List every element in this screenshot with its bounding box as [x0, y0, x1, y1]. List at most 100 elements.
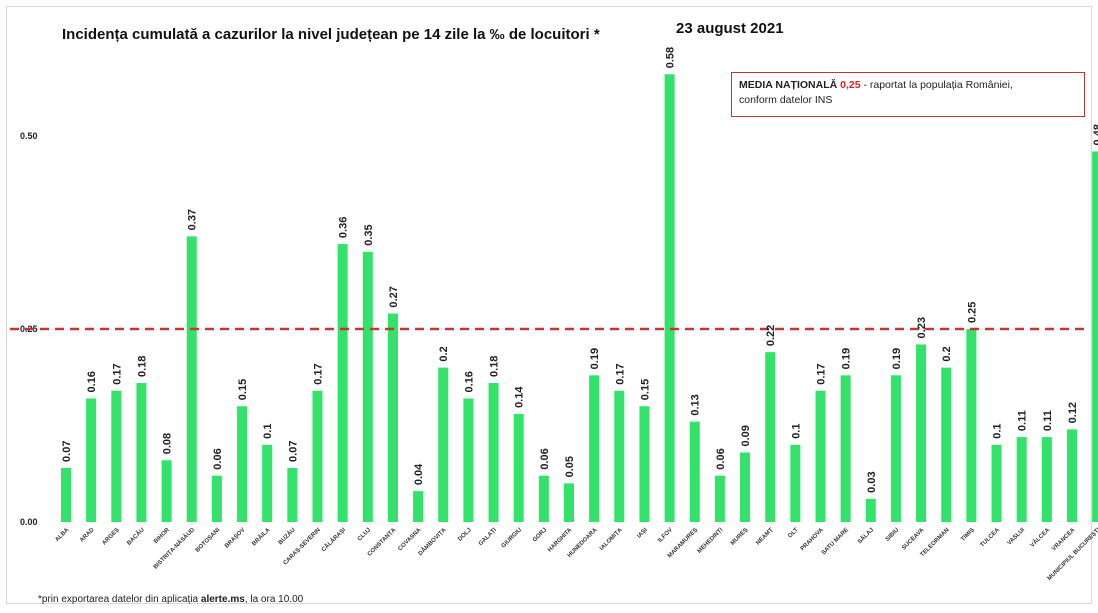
bar: [564, 483, 574, 522]
bars-group: [61, 74, 1098, 523]
x-tick-label: PRAHOVA: [800, 527, 826, 553]
bar: [916, 344, 927, 522]
data-label: 0.08: [162, 433, 174, 454]
bar: [1016, 437, 1027, 522]
data-label: 0.16: [86, 371, 98, 392]
data-label: 0.58: [665, 47, 677, 68]
data-label: 0.2: [438, 346, 450, 361]
y-tick-label: 0.50: [20, 131, 38, 141]
bar: [664, 74, 675, 523]
x-tick-label: BIHOR: [153, 527, 171, 545]
bar: [362, 251, 373, 523]
data-label: 0.19: [841, 348, 853, 369]
data-label: 0.37: [187, 209, 199, 230]
data-label: 0.17: [313, 363, 325, 384]
x-tick-label: IAȘI: [636, 527, 649, 540]
bar: [790, 444, 801, 522]
x-tick-label: VÂLCEA: [1029, 526, 1052, 549]
national-average-legend: MEDIA NAȚIONALĂ 0,25 - raportat la popul…: [731, 72, 1085, 117]
data-label: 0.06: [539, 448, 551, 469]
x-tick-label: CĂLĂRAȘI: [320, 526, 347, 553]
footnote-suffix: , la ora 10.00: [244, 594, 304, 605]
data-label: 0.07: [287, 441, 299, 462]
data-label: 0.19: [891, 348, 903, 369]
legend-value: 0,25: [840, 79, 861, 91]
bar: [337, 244, 348, 522]
data-label: 0.15: [639, 379, 651, 400]
data-label: 0.36: [338, 217, 350, 238]
bar: [966, 329, 977, 522]
x-tick-label: SĂLAJ: [856, 526, 875, 545]
bar: [815, 390, 826, 522]
x-tick-label: ARGEȘ: [101, 527, 120, 546]
data-label: 0.11: [1042, 410, 1054, 431]
bar: [689, 421, 700, 522]
x-tick-label: SATU MARE: [821, 527, 850, 556]
bar: [312, 390, 323, 522]
data-label: 0.18: [489, 356, 501, 377]
data-label: 0.11: [1017, 410, 1029, 431]
y-tick-label: 0.00: [20, 517, 38, 527]
x-tick-label: DOLJ: [457, 527, 473, 543]
bar: [287, 467, 298, 522]
x-tick-label: IALOMIȚA: [599, 527, 624, 552]
data-label: 0.19: [589, 348, 601, 369]
bar: [513, 413, 524, 522]
legend-text-2: conform datelor INS: [739, 94, 833, 106]
x-tick-label: OLT: [787, 527, 800, 540]
bar: [614, 390, 625, 522]
bar: [1041, 437, 1052, 522]
bar: [1067, 429, 1077, 522]
x-tick-label: ILFOV: [657, 527, 674, 544]
bar: [538, 475, 549, 522]
bar: [86, 398, 97, 522]
x-tick-label: CLUJ: [357, 527, 372, 542]
x-tick-label: HARGHITA: [547, 527, 574, 554]
x-tick-label: BISTRIȚA-NĂSĂUD: [152, 526, 197, 571]
x-tick-label: MEHEDINȚI: [697, 527, 725, 555]
bar: [61, 467, 71, 522]
data-label: 0.2: [941, 346, 953, 361]
data-label: 0.09: [740, 425, 752, 446]
data-label: 0.1: [992, 424, 1004, 439]
x-tick-label: GORJ: [532, 527, 548, 543]
data-label: 0.06: [715, 448, 727, 469]
x-tick-label: BUZĂU: [277, 526, 297, 546]
chart-date: 23 august 2021: [676, 20, 784, 37]
data-label: 0.22: [765, 325, 777, 346]
data-label: 0.16: [463, 371, 475, 392]
bar: [161, 460, 172, 522]
bar: [840, 375, 851, 522]
chart-title: Incidența cumulată a cazurilor la nivel …: [62, 26, 600, 43]
bar: [991, 444, 1002, 522]
bar: [413, 491, 424, 522]
data-label: 0.23: [916, 317, 928, 338]
footnote-app: alerte.ms: [200, 594, 245, 605]
data-label: 0.27: [388, 286, 400, 307]
bar: [890, 375, 901, 522]
x-tick-label: SIBIU: [885, 527, 901, 543]
data-label: 0.18: [136, 356, 148, 377]
bar: [941, 367, 952, 522]
data-label: 0.07: [61, 441, 73, 462]
data-label: 0.15: [237, 379, 249, 400]
x-tick-label: BACĂU: [126, 526, 146, 546]
data-label: 0.17: [111, 363, 123, 384]
x-labels-group: ALBA ARAD ARGEȘ BACĂU BIHORBISTRIȚA-NĂSĂUDBO…: [54, 526, 1098, 582]
x-tick-label: BRAȘOV: [224, 527, 246, 549]
x-tick-label: ALBA: [54, 527, 70, 543]
data-label: 0.14: [514, 386, 526, 408]
x-tick-label: BRĂILA: [251, 526, 272, 547]
x-tick-label: NEAMȚ: [755, 527, 775, 547]
bar: [136, 383, 147, 522]
bar: [589, 375, 600, 522]
legend-text-1: - raportat la populația României,: [860, 79, 1013, 91]
x-tick-label: GALAȚI: [478, 527, 498, 547]
x-tick-label: VASLUI: [1007, 527, 1027, 547]
bar: [765, 352, 776, 522]
legend-label: MEDIA NAȚIONALĂ: [739, 79, 838, 91]
bar: [186, 236, 197, 523]
x-tick-label: VRANCEA: [1051, 527, 1077, 553]
data-label: 0.12: [1067, 402, 1079, 423]
